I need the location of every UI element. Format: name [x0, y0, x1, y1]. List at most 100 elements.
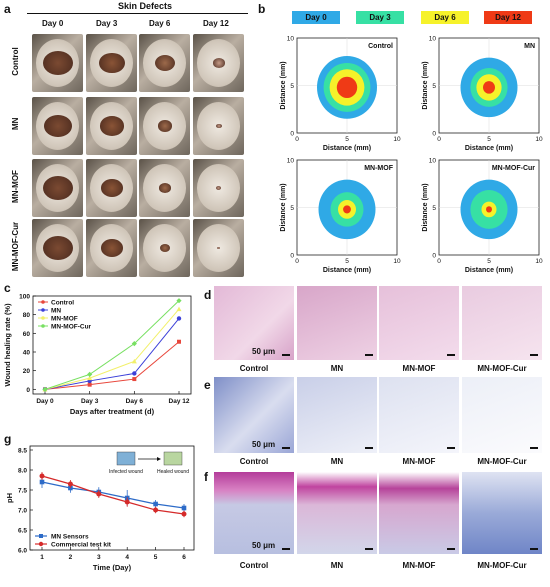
wound-photo — [32, 97, 83, 155]
y-axis-label: Distance (mm) — [422, 183, 429, 231]
legend-marker — [41, 316, 45, 320]
histology-caption: MN-MOF — [402, 457, 436, 466]
wound-site — [217, 246, 220, 250]
ph-chart: 6.0 6.5 7.0 7.5 8.0 8.5 1 2 3 4 5 6 Time (Day) pH Infe… — [5, 445, 195, 572]
column-header: Day 12 — [203, 19, 229, 28]
wound-site — [42, 236, 73, 260]
data-point — [39, 473, 45, 479]
y-tick-label: 8.5 — [18, 448, 27, 455]
wound-photo — [32, 159, 83, 217]
scale-bar — [282, 548, 290, 550]
wound-area-layer — [336, 76, 358, 99]
data-point — [96, 491, 102, 497]
scale-bar-label: 50 μm — [252, 440, 276, 449]
x-tick-label: 0 — [295, 136, 299, 143]
wound-map-plot: MN-MOF 00 5 5 10 10 Distance (mm) Distance (mm) — [280, 158, 401, 275]
data-point — [39, 479, 45, 485]
legend-label: Control — [51, 299, 74, 306]
series-line — [44, 308, 180, 390]
x-tick-label: 2 — [69, 554, 73, 561]
y-tick-label: 40 — [23, 350, 31, 357]
histology-caption: MN-MOF-Cur — [477, 561, 527, 570]
wound-site — [42, 176, 73, 200]
y-tick-label: 80 — [23, 312, 31, 319]
row-label: MN — [10, 117, 20, 130]
column-header: Day 6 — [149, 19, 171, 28]
wound-photo — [193, 97, 244, 155]
y-axis-label: Distance (mm) — [280, 61, 287, 109]
histology-image — [297, 286, 377, 360]
data-point — [131, 358, 137, 364]
panel-f-label: f — [204, 470, 208, 484]
data-point — [176, 298, 182, 304]
data-point — [124, 499, 130, 505]
wound-photo — [86, 219, 137, 277]
y-tick-label: 60 — [23, 331, 31, 338]
histology-image — [297, 472, 377, 554]
x-tick-label: Day 6 — [126, 398, 144, 405]
histology-image — [214, 286, 294, 360]
legend-marker — [41, 324, 45, 328]
wound-site — [100, 179, 123, 197]
wound-area-layer — [483, 81, 495, 94]
data-point — [132, 377, 137, 382]
wound-site — [216, 186, 221, 190]
data-point — [132, 371, 137, 376]
wound-photo — [32, 34, 83, 92]
y-tick-label: 10 — [429, 36, 437, 43]
histology-caption: MN-MOF-Cur — [477, 364, 527, 373]
histology-caption: MN — [330, 364, 344, 373]
wound-site — [212, 58, 225, 68]
healing-rate-chart: 0 20 40 60 80 100 Day 0 Day 3 Day 6 Day 12 Days af… — [3, 294, 192, 416]
x-axis-label: Distance (mm) — [323, 267, 371, 274]
y-tick-label: 20 — [23, 368, 31, 375]
x-axis-label: Distance (mm) — [323, 145, 371, 152]
x-tick-label: 0 — [437, 258, 441, 265]
inset-arrowhead — [157, 457, 161, 461]
scale-bar — [365, 354, 373, 356]
y-axis-label: Distance (mm) — [422, 61, 429, 109]
x-tick-label: Day 0 — [36, 398, 54, 405]
x-tick-label: 4 — [125, 554, 129, 561]
scale-bar — [282, 354, 290, 356]
wound-photo — [193, 219, 244, 277]
y-tick-label: 5 — [432, 205, 436, 212]
scale-bar — [282, 447, 290, 449]
series-line — [44, 341, 180, 390]
legend-marker — [41, 308, 45, 312]
scale-bar — [447, 354, 455, 356]
y-tick-label: 5 — [290, 83, 294, 90]
wound-area-layer — [486, 206, 492, 213]
histology-image — [379, 377, 459, 453]
wound-map-plot: Control 00 5 5 10 10 Distance (mm) Distance (mm… — [280, 36, 401, 153]
y-axis-label: Distance (mm) — [280, 183, 287, 231]
panel-c-label: c — [4, 281, 11, 295]
histology-caption: MN-MOF-Cur — [477, 457, 527, 466]
legend-swatch: Day 12 — [484, 11, 532, 24]
x-tick-label: 10 — [535, 136, 543, 143]
wound-photo — [32, 219, 83, 277]
wound-photo — [139, 159, 190, 217]
wound-photo — [139, 97, 190, 155]
histology-caption: MN-MOF — [402, 364, 436, 373]
scale-bar — [365, 447, 373, 449]
wound-site — [100, 239, 123, 257]
wound-site — [99, 116, 124, 136]
histology-caption: Control — [239, 364, 269, 373]
wound-photo — [139, 34, 190, 92]
x-tick-label: 1 — [40, 554, 44, 561]
y-axis-label: Wound healing rate (%) — [3, 303, 12, 387]
plot-frame — [32, 295, 192, 395]
x-tick-label: 10 — [535, 258, 543, 265]
legend-label: MN-MOF-Cur — [51, 323, 92, 330]
x-tick-label: 5 — [345, 136, 349, 143]
series-line — [41, 481, 185, 509]
wound-site — [158, 183, 171, 193]
x-tick-label: Day 3 — [81, 398, 99, 405]
y-tick-label: 0 — [432, 253, 436, 260]
y-tick-label: 0 — [432, 131, 436, 138]
panel-a-label: a — [4, 2, 11, 16]
wound-site — [43, 114, 72, 138]
histology-image — [214, 377, 294, 453]
wound-site — [159, 244, 170, 252]
